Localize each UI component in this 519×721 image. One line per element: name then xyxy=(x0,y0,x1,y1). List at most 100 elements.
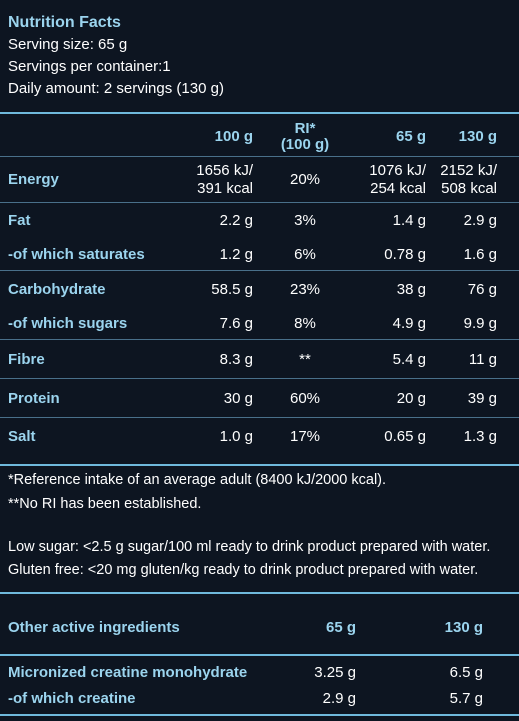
value-100g: 30 g xyxy=(223,389,253,407)
value-line: 2152 kJ/ xyxy=(440,161,497,179)
value-100g: 8.3 g xyxy=(219,350,253,368)
value-ri: 17% xyxy=(289,427,321,445)
value-ri: 8% xyxy=(294,314,316,332)
daily-amount: Daily amount: 2 servings (130 g) xyxy=(8,80,224,97)
low-sugar-claim: Low sugar: <2.5 g sugar/100 ml ready to … xyxy=(8,539,491,555)
row-label: Salt xyxy=(8,427,36,445)
value-ri: 6% xyxy=(294,245,316,263)
table-row: Fibre 8.3 g ** 5.4 g 11 g xyxy=(0,340,519,378)
value-100g: 1656 kJ/ 391 kcal xyxy=(183,157,262,202)
row-label: -of which creatine xyxy=(8,689,136,707)
col-65g: 65 g xyxy=(395,128,426,145)
divider-bottom xyxy=(0,714,519,716)
row-divider xyxy=(0,270,519,271)
value-65g: 1.4 g xyxy=(392,212,426,229)
value-130g: 2152 kJ/ 508 kcal xyxy=(435,157,519,202)
value-130g: 11 g xyxy=(468,350,497,368)
row-divider xyxy=(0,202,519,203)
value-65g: 20 g xyxy=(396,389,426,407)
value-130g: 1.3 g xyxy=(463,427,497,445)
servings-per-container: Servings per container:1 xyxy=(8,58,171,75)
value-line: 1076 kJ/ xyxy=(369,161,426,179)
value-line: 1656 kJ/ xyxy=(196,161,253,179)
table-row: Fat 2.2 g 3% 1.4 g 2.9 g xyxy=(0,203,519,238)
table-row: Micronized creatine monohydrate 3.25 g 6… xyxy=(0,659,519,685)
value-130g: 1.6 g xyxy=(463,245,497,263)
value-65g: 38 g xyxy=(396,280,426,298)
value-line: 254 kcal xyxy=(370,179,426,197)
row-divider xyxy=(0,339,519,340)
row-label: Micronized creatine monohydrate xyxy=(8,663,248,681)
row-divider xyxy=(0,156,519,157)
value-130g: 5.7 g xyxy=(449,689,483,707)
value-65g: 4.9 g xyxy=(392,314,426,332)
nutrition-header: Nutrition Facts Serving size: 65 g Servi… xyxy=(0,0,519,100)
row-label: Energy xyxy=(8,171,59,188)
value-100g: 1.2 g xyxy=(219,245,253,263)
value-100g: 58.5 g xyxy=(211,280,253,298)
nutrition-table: 100 g RI* (100 g) 65 g 130 g Energy 1656… xyxy=(0,118,519,454)
active-ingredients-heading: Other active ingredients xyxy=(8,618,180,636)
table-row: Protein 30 g 60% 20 g 39 g xyxy=(0,379,519,417)
row-label: -of which sugars xyxy=(8,314,128,332)
col-ri-line2: (100 g) xyxy=(280,136,330,153)
table-row: Carbohydrate 58.5 g 23% 38 g 76 g xyxy=(0,271,519,307)
col-130g: 130 g xyxy=(458,128,497,145)
ri-footnotes: *Reference intake of an average adult (8… xyxy=(8,468,386,516)
table-row: -of which creatine 2.9 g 5.7 g xyxy=(0,685,519,711)
value-ri: 20% xyxy=(289,171,321,188)
table-row: Salt 1.0 g 17% 0.65 g 1.3 g xyxy=(0,418,519,454)
value-130g: 2.9 g xyxy=(463,212,497,229)
page-title: Nutrition Facts xyxy=(8,14,121,31)
row-label: Fat xyxy=(8,212,31,229)
table-row: Energy 1656 kJ/ 391 kcal 20% 1076 kJ/ 25… xyxy=(0,157,519,202)
col-65g: 65 g xyxy=(325,618,356,636)
value-130g: 76 g xyxy=(467,280,497,298)
divider-before-ingredients xyxy=(0,592,519,594)
active-ingredients-table: Other active ingredients 65 g 130 g xyxy=(0,606,519,648)
value-line: 391 kcal xyxy=(197,179,253,197)
active-ingredients-header: Other active ingredients 65 g 130 g xyxy=(0,606,519,648)
gluten-free-claim: Gluten free: <20 mg gluten/kg ready to d… xyxy=(8,562,479,578)
table-row: -of which sugars 7.6 g 8% 4.9 g 9.9 g xyxy=(0,307,519,339)
row-label: -of which saturates xyxy=(8,245,145,263)
divider-after-table xyxy=(0,464,519,466)
value-130g: 6.5 g xyxy=(449,663,483,681)
divider-ingredients xyxy=(0,654,519,656)
value-130g: 39 g xyxy=(467,389,497,407)
no-ri-footnote: **No RI has been established. xyxy=(8,496,202,512)
row-label: Fibre xyxy=(8,350,45,368)
row-divider xyxy=(0,378,519,379)
value-line: 508 kcal xyxy=(441,179,497,197)
value-100g: 7.6 g xyxy=(219,314,253,332)
value-ri: ** xyxy=(299,350,311,368)
value-100g: 1.0 g xyxy=(219,427,253,445)
value-65g: 5.4 g xyxy=(392,350,426,368)
row-divider xyxy=(0,417,519,418)
value-ri: 3% xyxy=(294,212,316,229)
row-label: Protein xyxy=(8,389,60,407)
nutrition-table-header: 100 g RI* (100 g) 65 g 130 g xyxy=(0,118,519,156)
value-65g: 3.25 g xyxy=(314,663,356,681)
ri-footnote: *Reference intake of an average adult (8… xyxy=(8,472,387,488)
row-label: Carbohydrate xyxy=(8,280,106,298)
value-100g: 2.2 g xyxy=(219,212,253,229)
value-ri: 23% xyxy=(289,280,321,298)
divider-top xyxy=(0,112,519,114)
col-ri-line1: RI* xyxy=(294,120,316,137)
claims: Low sugar: <2.5 g sugar/100 ml ready to … xyxy=(8,536,490,582)
active-ingredients-rows: Micronized creatine monohydrate 3.25 g 6… xyxy=(0,659,519,711)
col-100g: 100 g xyxy=(214,128,253,145)
col-130g: 130 g xyxy=(444,618,483,636)
serving-size: Serving size: 65 g xyxy=(8,36,128,53)
table-row: -of which saturates 1.2 g 6% 0.78 g 1.6 … xyxy=(0,238,519,270)
value-ri: 60% xyxy=(289,389,321,407)
value-65g: 1076 kJ/ 254 kcal xyxy=(348,157,435,202)
value-130g: 9.9 g xyxy=(463,314,497,332)
header-spacer xyxy=(0,118,183,156)
col-ri: RI* (100 g) xyxy=(262,118,348,156)
value-65g: 0.78 g xyxy=(384,245,426,263)
value-65g: 0.65 g xyxy=(384,427,426,445)
value-65g: 2.9 g xyxy=(322,689,356,707)
